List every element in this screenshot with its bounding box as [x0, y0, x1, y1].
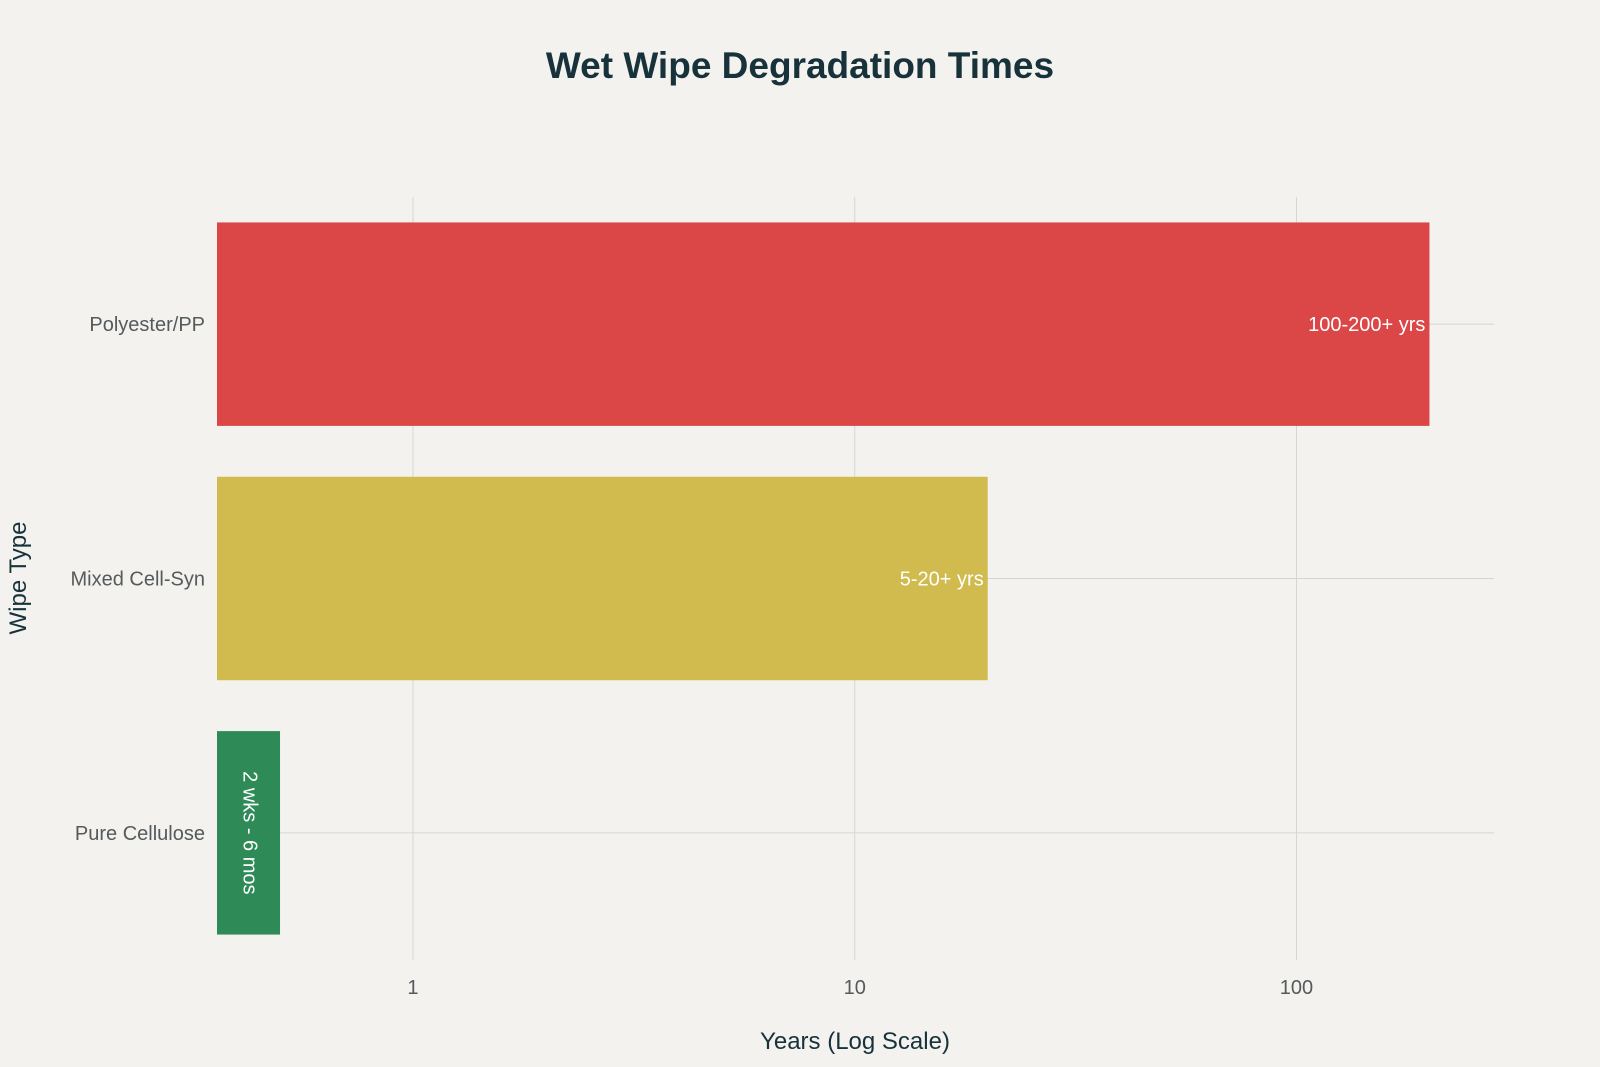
y-axis-categories: Polyester/PP Mixed Cell-Syn Pure Cellulose — [71, 314, 205, 845]
bar — [217, 222, 1430, 426]
x-tick-label: 1 — [407, 977, 418, 999]
y-axis-title: Wipe Type — [5, 522, 32, 635]
x-axis-title: Years (Log Scale) — [760, 1028, 950, 1055]
x-tick-label: 100 — [1280, 977, 1313, 999]
bar-value-label: 5-20+ yrs — [900, 569, 984, 591]
y-category-label: Polyester/PP — [89, 314, 205, 336]
x-tick-label: 10 — [844, 977, 866, 999]
chart-title: Wet Wipe Degradation Times — [546, 45, 1054, 86]
bar — [217, 476, 988, 681]
y-category-label: Pure Cellulose — [75, 823, 205, 845]
x-axis-ticks: 1 10 100 — [407, 977, 1313, 999]
bar — [217, 731, 281, 935]
bar-value-label: 2 wks - 6 mos — [239, 771, 261, 894]
y-category-label: Mixed Cell-Syn — [71, 569, 205, 591]
bars-layer: 100-200+ yrs 5-20+ yrs 2 wks - 6 mos — [217, 222, 1430, 935]
bar-value-label: 100-200+ yrs — [1308, 314, 1425, 336]
